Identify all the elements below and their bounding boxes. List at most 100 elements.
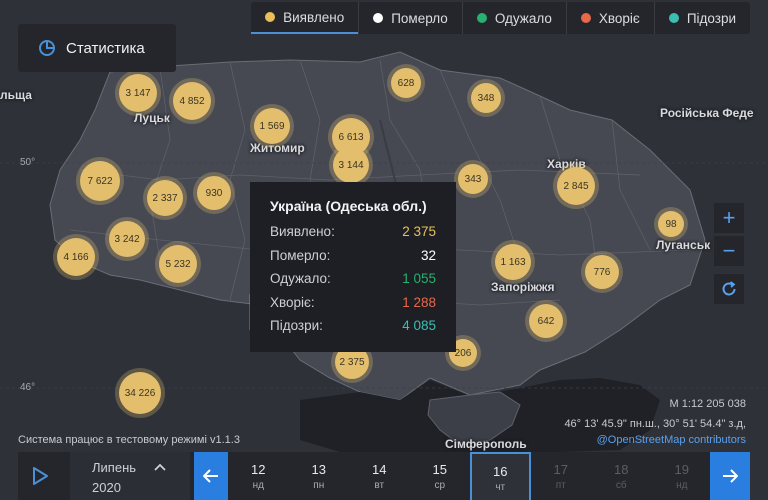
- tooltip-value: 1 055: [402, 271, 436, 286]
- cluster-marker[interactable]: 5 232: [159, 245, 197, 283]
- tab-label: Одужало: [494, 10, 552, 26]
- cursor-coordinates: 46° 13' 45.9" пн.ш., 30° 51' 54.4" з.д,: [564, 418, 746, 430]
- tooltip-label: Хворіє:: [270, 294, 315, 310]
- cluster-marker[interactable]: 4 166: [57, 238, 95, 276]
- tooltip-label: Одужало:: [270, 271, 331, 286]
- day-weekday: ср: [434, 480, 446, 491]
- month-year: 2020: [92, 480, 121, 495]
- day-number: 12: [251, 462, 266, 477]
- cluster-marker[interactable]: 1 163: [495, 244, 531, 280]
- tooltip-row-recovered: Одужало: 1 055: [270, 271, 436, 295]
- country-label-poland: льща: [0, 88, 32, 102]
- map-scale: M 1:12 205 038: [669, 398, 746, 410]
- cluster-marker[interactable]: 628: [391, 68, 421, 98]
- refresh-icon: [722, 281, 736, 296]
- city-label-lutsk: Луцьк: [134, 111, 170, 125]
- statistics-label: Статистика: [66, 39, 145, 57]
- tooltip-row-died: Померло: 32: [270, 248, 436, 272]
- day-weekday: пн: [313, 480, 325, 491]
- test-mode-notice: Система працює в тестовому режимі v1.1.3: [18, 434, 240, 446]
- day-item-disabled: 18 сб: [591, 452, 652, 500]
- cluster-marker[interactable]: 34 226: [119, 372, 161, 414]
- tab-died[interactable]: Померло: [358, 2, 462, 34]
- day-item-selected[interactable]: 16 чт: [470, 452, 531, 500]
- arrow-right-icon: [723, 469, 738, 483]
- tooltip-label: Виявлено:: [270, 224, 335, 239]
- day-weekday: нд: [252, 480, 264, 491]
- cluster-marker[interactable]: 776: [585, 255, 619, 289]
- cluster-marker[interactable]: 642: [529, 304, 563, 338]
- cluster-marker[interactable]: 348: [471, 83, 501, 113]
- day-number: 18: [614, 462, 629, 477]
- tooltip-value: 2 375: [402, 224, 436, 239]
- dot-icon: [668, 13, 679, 23]
- day-item[interactable]: 15 ср: [410, 452, 471, 500]
- day-number: 17: [553, 462, 568, 477]
- city-label-luhansk: Луганськ: [656, 238, 711, 252]
- tab-label: Хворіє: [598, 10, 640, 26]
- cluster-marker[interactable]: 2 845: [557, 167, 595, 205]
- cluster-marker[interactable]: 7 622: [80, 161, 120, 201]
- tooltip-value: 32: [420, 247, 436, 263]
- day-item-disabled: 17 пт: [531, 452, 592, 500]
- latitude-label-46: 46°: [20, 382, 36, 393]
- day-weekday: вт: [374, 480, 385, 491]
- cluster-marker[interactable]: 3 144: [333, 147, 369, 183]
- tab-label: Померло: [391, 10, 448, 26]
- zoom-in-button[interactable]: +: [714, 203, 744, 233]
- cluster-marker[interactable]: 930: [197, 176, 231, 210]
- tab-detected[interactable]: Виявлено: [251, 2, 359, 34]
- tab-recovered[interactable]: Одужало: [461, 2, 566, 34]
- day-number: 14: [372, 462, 387, 477]
- cluster-marker[interactable]: 98: [658, 211, 684, 237]
- tab-label: Виявлено: [283, 9, 345, 25]
- tooltip-label: Підозри:: [270, 318, 323, 333]
- previous-day-button[interactable]: [194, 452, 228, 500]
- statistics-button[interactable]: Статистика: [18, 24, 176, 72]
- cluster-marker[interactable]: 4 852: [173, 82, 211, 120]
- month-selector[interactable]: Липень 2020: [70, 452, 190, 500]
- day-weekday: чт: [495, 482, 506, 493]
- country-label-russia: Російська Феде: [660, 106, 754, 120]
- day-weekday: пт: [555, 480, 566, 491]
- day-item[interactable]: 14 вт: [349, 452, 410, 500]
- cluster-marker[interactable]: 343: [458, 164, 488, 194]
- tooltip-label: Померло:: [270, 247, 331, 263]
- timeline-bar: Липень 2020 12 нд 13 пн 14 вт 15 ср 16 ч…: [18, 452, 750, 500]
- cluster-marker[interactable]: 2 337: [147, 180, 183, 216]
- tab-sick[interactable]: Хворіє: [565, 2, 654, 34]
- day-item[interactable]: 12 нд: [228, 452, 289, 500]
- cluster-marker[interactable]: 3 147: [119, 74, 157, 112]
- day-strip: 12 нд 13 пн 14 вт 15 ср 16 чт 17 пт 18 с…: [228, 452, 712, 500]
- reset-view-button[interactable]: [714, 274, 744, 304]
- tooltip-value: 1 288: [402, 294, 436, 310]
- play-button[interactable]: [18, 452, 62, 500]
- latitude-label-50: 50°: [20, 157, 36, 168]
- dot-icon: [373, 13, 384, 23]
- crimea: [427, 391, 521, 446]
- day-item[interactable]: 13 пн: [289, 452, 350, 500]
- day-number: 19: [674, 462, 689, 477]
- city-label-zhytomyr: Житомир: [250, 141, 305, 155]
- tooltip-value: 4 085: [402, 318, 436, 333]
- metric-tabs: Виявлено Померло Одужало Хворіє Підозри: [251, 2, 750, 34]
- tooltip-row-suspected: Підозри: 4 085: [270, 318, 436, 342]
- day-number: 16: [493, 464, 508, 479]
- chevron-up-icon: [154, 463, 166, 471]
- day-number: 13: [311, 462, 326, 477]
- cluster-marker[interactable]: 1 569: [254, 108, 290, 144]
- city-label-simferopol: Сімферополь: [445, 437, 527, 451]
- arrow-left-icon: [203, 469, 218, 483]
- play-icon: [33, 467, 48, 485]
- cluster-marker[interactable]: 3 242: [109, 221, 145, 257]
- next-day-button[interactable]: [710, 452, 750, 500]
- pie-chart-icon: [39, 40, 55, 56]
- tooltip-title: Україна (Одеська обл.): [270, 198, 427, 214]
- tab-label: Підозри: [686, 10, 736, 26]
- day-number: 15: [432, 462, 447, 477]
- zoom-out-button[interactable]: −: [714, 236, 744, 266]
- tab-suspected[interactable]: Підозри: [653, 2, 750, 34]
- day-weekday: нд: [676, 480, 688, 491]
- region-tooltip: Україна (Одеська обл.) Виявлено: 2 375 П…: [250, 182, 456, 352]
- attribution-link[interactable]: @OpenStreetMap contributors: [596, 434, 746, 446]
